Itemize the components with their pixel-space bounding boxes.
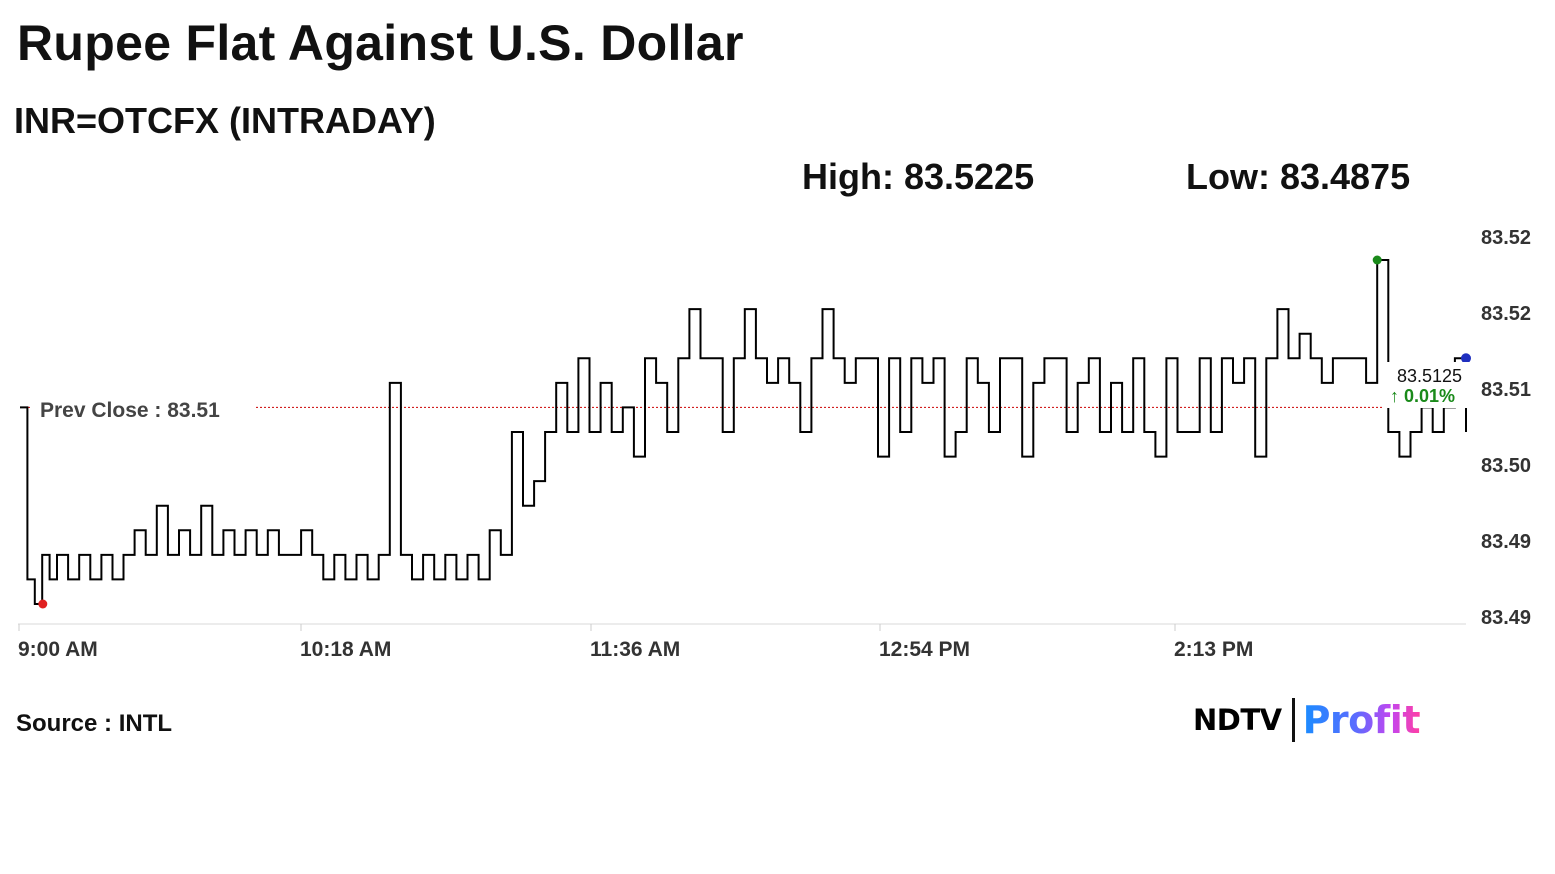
ndtv-profit-logo: NDTV Profit — [1193, 696, 1421, 744]
prev-close-label-bg — [30, 396, 254, 422]
x-tick-label: 12:54 PM — [879, 638, 970, 661]
x-tick-label: 10:18 AM — [300, 638, 391, 661]
last-value-box — [1384, 362, 1470, 408]
low-value: Low: 83.4875 — [1186, 156, 1411, 197]
y-tick-label: 83.49 — [1481, 607, 1531, 629]
y-tick-label: 83.52 — [1481, 303, 1531, 325]
last-marker — [1461, 353, 1471, 364]
source-note: Source : INTL — [16, 710, 173, 737]
change-label: ↑ 0.01% — [1390, 386, 1455, 406]
high-value: High: 83.5225 — [802, 156, 1035, 197]
x-tick-label: 9:00 AM — [18, 638, 98, 661]
high-marker — [1372, 255, 1382, 265]
x-tick-label: 2:13 PM — [1174, 638, 1253, 661]
chart-title: Rupee Flat Against U.S. Dollar — [17, 15, 744, 71]
y-axis: 83.52 83.52 83.51 83.50 83.49 83.49 — [1481, 227, 1531, 629]
y-tick-label: 83.51 — [1481, 379, 1531, 401]
y-tick-label: 83.49 — [1481, 531, 1531, 553]
prev-close-label: Prev Close : 83.51 — [40, 399, 220, 422]
x-axis: 9:00 AM 10:18 AM 11:36 AM 12:54 PM 2:13 PM — [18, 624, 1253, 661]
low-marker — [38, 599, 48, 609]
logo-divider — [1291, 698, 1295, 742]
x-tick-label: 11:36 AM — [590, 638, 680, 661]
chart-subtitle: INR=OTCFX (INTRADAY) — [14, 100, 436, 141]
series-line — [20, 259, 1467, 605]
logo-ndtv-text: NDTV — [1193, 703, 1282, 737]
logo-profit-text: Profit — [1302, 698, 1421, 742]
last-value-label: 83.5125 — [1397, 366, 1462, 386]
y-tick-label: 83.52 — [1481, 227, 1531, 249]
y-tick-label: 83.50 — [1481, 455, 1531, 477]
